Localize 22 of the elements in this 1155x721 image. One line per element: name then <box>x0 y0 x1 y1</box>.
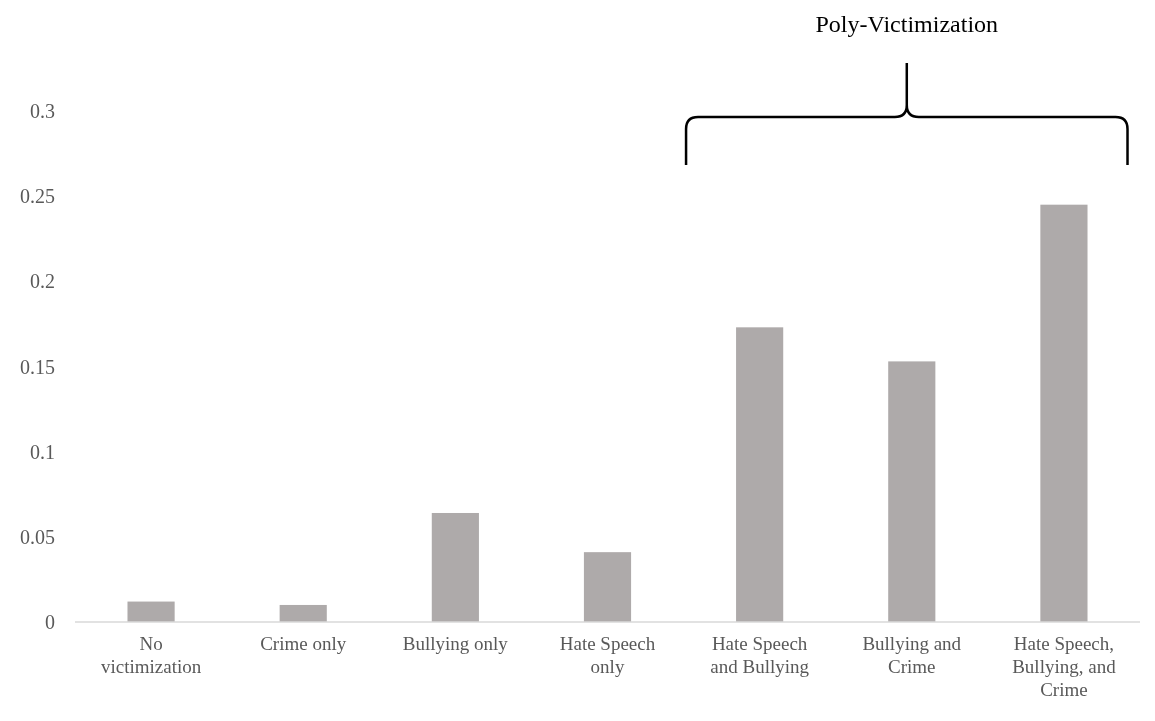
x-tick-label: Crime only <box>260 633 347 654</box>
bar <box>431 512 479 622</box>
x-tick-label: Hate Speech only <box>559 633 656 677</box>
y-tick-label: 0.1 <box>30 440 55 463</box>
x-tick-label: Bullying and Crime <box>862 633 962 677</box>
text: Poly-Victimization <box>815 11 999 37</box>
y-tick-label: 0.3 <box>30 100 55 122</box>
bar <box>888 361 936 622</box>
bar <box>1040 204 1088 622</box>
x-tick-label: No victimization <box>100 633 202 677</box>
y-tick-label: 0.05 <box>20 525 55 548</box>
x-tick-label: Hate Speech and Bullying <box>710 633 810 677</box>
bar <box>736 327 784 622</box>
bar <box>279 604 327 622</box>
y-tick-label: 0.15 <box>20 355 55 378</box>
y-tick-label: 0.25 <box>20 185 55 208</box>
bar <box>583 552 632 622</box>
x-tick-label: Bullying only <box>402 633 509 654</box>
bar <box>127 601 175 622</box>
y-tick-label: 0 <box>45 611 55 633</box>
y-tick-label: 0.2 <box>30 270 55 293</box>
x-tick-label: Hate Speech, Bullying, and Crime <box>1012 633 1117 700</box>
